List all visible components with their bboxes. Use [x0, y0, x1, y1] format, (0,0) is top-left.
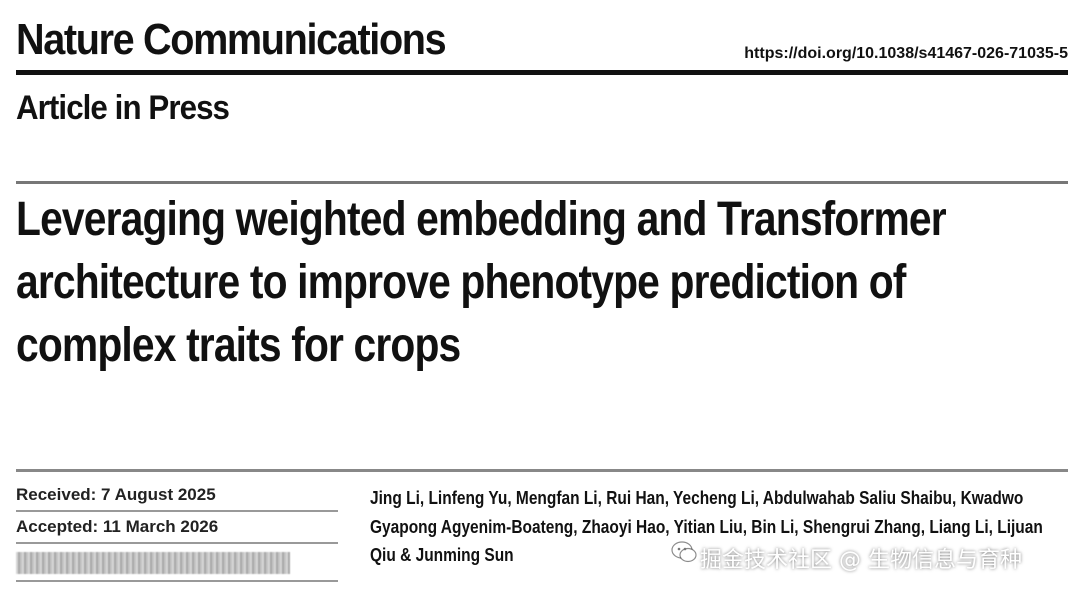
accepted-date: Accepted: 11 March 2026	[16, 512, 338, 544]
title-rule	[16, 181, 1068, 184]
author-list: Jing Li, Linfeng Yu, Mengfan Li, Rui Han…	[370, 488, 1043, 565]
chat-bubble-icon	[671, 541, 697, 563]
article-status: Article in Press	[16, 89, 230, 127]
article-title: Leveraging weighted embedding and Transf…	[16, 193, 947, 372]
received-date-text: Received: 7 August 2025	[16, 485, 216, 504]
divider	[16, 542, 338, 544]
divider	[16, 510, 338, 512]
header-rule	[16, 70, 1068, 75]
doi-link[interactable]: https://doi.org/10.1038/s41467-026-71035…	[744, 45, 1068, 62]
dates-panel: Received: 7 August 2025 Accepted: 11 Mar…	[16, 480, 338, 582]
redacted-block	[16, 552, 290, 574]
received-date: Received: 7 August 2025	[16, 480, 338, 512]
journal-name: Nature Communications	[16, 15, 447, 64]
divider	[16, 580, 338, 582]
watermark-text: 掘金技术社区 @ 生物信息与育种	[700, 548, 1022, 573]
accepted-date-text: Accepted: 11 March 2026	[16, 517, 219, 536]
authors-rule	[16, 469, 1068, 472]
